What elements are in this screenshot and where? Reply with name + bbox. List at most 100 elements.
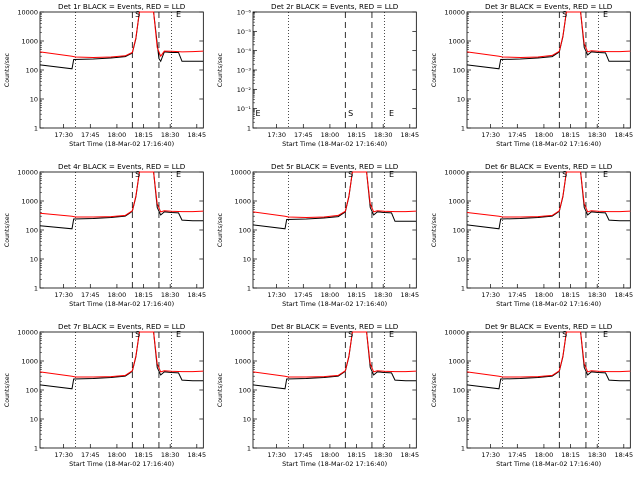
x-tick-label: 17:30: [481, 291, 500, 299]
y-axis-label: Counts/sec: [431, 52, 438, 87]
y-tick-label: 10000: [444, 329, 465, 337]
x-tick-label: 18:00: [321, 291, 340, 299]
x-axis-label: Start Time (18-Mar-02 17:16:40): [282, 460, 387, 468]
y-tick-label: 1: [461, 284, 465, 292]
chart-title: Det 7r BLACK = Events, RED = LLD: [58, 322, 186, 331]
x-tick-label: 18:30: [374, 131, 393, 139]
end-marker-label: E: [176, 170, 181, 179]
x-tick-label: 18:30: [587, 131, 606, 139]
y-tick-label: 10000: [231, 329, 252, 337]
x-tick-label: 17:30: [54, 131, 73, 139]
y-axis-label: Counts/sec: [4, 52, 11, 87]
y-tick-label: 1: [247, 124, 251, 132]
series-line-lld: [253, 331, 417, 378]
y-tick-label: 100: [26, 67, 38, 75]
x-tick-label: 17:45: [81, 291, 100, 299]
x-tick-label: 18:45: [187, 451, 206, 459]
x-tick-label: 18:30: [161, 131, 180, 139]
x-tick-label: 18:45: [401, 451, 420, 459]
series-line-events: [39, 171, 204, 230]
series-line-lld: [39, 331, 204, 378]
x-tick-label: 18:00: [534, 291, 553, 299]
y-tick-label: 10000: [17, 329, 38, 337]
series-line-events: [39, 11, 204, 70]
end-marker-label: E: [603, 10, 608, 19]
y-tick-label: 10000: [17, 9, 38, 17]
x-tick-label: 18:45: [187, 291, 206, 299]
x-tick-label: 18:45: [614, 291, 633, 299]
x-tick-label: 18:30: [161, 451, 180, 459]
chart-title: Det 2r BLACK = Events, RED = LLD: [271, 2, 399, 11]
series-line-events: [466, 331, 630, 390]
x-tick-label: 18:45: [614, 131, 633, 139]
x-axis-label: Start Time (18-Mar-02 17:16:40): [69, 300, 174, 308]
start-marker-label: S: [135, 170, 140, 179]
y-axis-label: Counts/sec: [431, 212, 438, 247]
chart-title: Det 3r BLACK = Events, RED = LLD: [485, 2, 613, 11]
start-marker-label: S: [562, 10, 567, 19]
y-tick-label: 10: [456, 95, 464, 103]
x-tick-label: 18:15: [348, 131, 367, 139]
y-tick-label: 10⁻⁴: [237, 47, 252, 55]
chart-panel-5: Det 5r BLACK = Events, RED = LLD 1 10 100 10…: [217, 162, 420, 308]
x-axis-label: Start Time (18-Mar-02 17:16:40): [282, 140, 387, 148]
y-tick-label: 1000: [21, 358, 38, 366]
x-tick-label: 17:30: [268, 291, 287, 299]
series-line-lld: [466, 331, 630, 378]
x-tick-label: 18:15: [561, 291, 580, 299]
x-tick-label: 17:30: [54, 291, 73, 299]
x-tick-label: 18:15: [561, 451, 580, 459]
x-tick-label: 18:00: [534, 131, 553, 139]
x-tick-label: 18:15: [348, 291, 367, 299]
x-axis-label: Start Time (18-Mar-02 17:16:40): [496, 300, 601, 308]
start-marker-label: S: [135, 330, 140, 339]
plot-frame: [39, 171, 204, 289]
x-tick-label: 17:30: [481, 131, 500, 139]
end-marker-label: E: [176, 10, 181, 19]
y-tick-label: 10: [243, 415, 251, 423]
y-tick-label: 1000: [448, 198, 465, 206]
plot-frame: [466, 11, 631, 129]
y-tick-label: 10: [456, 415, 464, 423]
y-tick-label: 1000: [21, 38, 38, 46]
plot-frame: [39, 11, 204, 129]
x-tick-label: 18:15: [561, 131, 580, 139]
plot-frame: [39, 331, 204, 449]
end-marker-label: E: [603, 330, 608, 339]
y-axis-label: Counts/sec: [4, 372, 11, 407]
x-tick-label: 18:45: [401, 291, 420, 299]
x-tick-label: 18:15: [134, 131, 153, 139]
x-tick-label: 17:45: [294, 291, 313, 299]
series-line-events: [253, 171, 417, 230]
series-line-lld: [39, 171, 204, 218]
chart-title: Det 1r BLACK = Events, RED = LLD: [58, 2, 186, 11]
start-marker-label: S: [348, 330, 353, 339]
x-tick-label: 18:45: [187, 131, 206, 139]
y-tick-label: 10: [456, 255, 464, 263]
y-tick-label: 1: [247, 444, 251, 452]
x-axis-label: Start Time (18-Mar-02 17:16:40): [69, 460, 174, 468]
y-tick-label: 1: [247, 284, 251, 292]
series-line-lld: [39, 11, 204, 59]
start-marker-label: S: [562, 170, 567, 179]
x-tick-label: 18:00: [321, 131, 340, 139]
x-tick-label: 18:30: [161, 291, 180, 299]
y-tick-label: 100: [239, 227, 251, 235]
y-tick-label: 1: [34, 444, 38, 452]
series-line-events: [253, 331, 417, 390]
series-line-events: [466, 171, 630, 230]
x-tick-label: 17:45: [294, 451, 313, 459]
x-tick-label: 18:00: [534, 451, 553, 459]
x-tick-label: 18:15: [134, 291, 153, 299]
chart-title: Det 4r BLACK = Events, RED = LLD: [58, 162, 186, 171]
x-tick-label: 17:30: [268, 131, 287, 139]
x-tick-label: 18:00: [108, 131, 127, 139]
y-tick-label: 1000: [448, 358, 465, 366]
x-tick-label: 18:00: [321, 451, 340, 459]
y-tick-label: 10: [30, 415, 38, 423]
start-marker-label: S: [348, 170, 353, 179]
y-tick-label: 10000: [17, 169, 38, 177]
x-tick-label: 17:45: [508, 451, 527, 459]
y-tick-label: 10⁻³: [237, 67, 252, 75]
